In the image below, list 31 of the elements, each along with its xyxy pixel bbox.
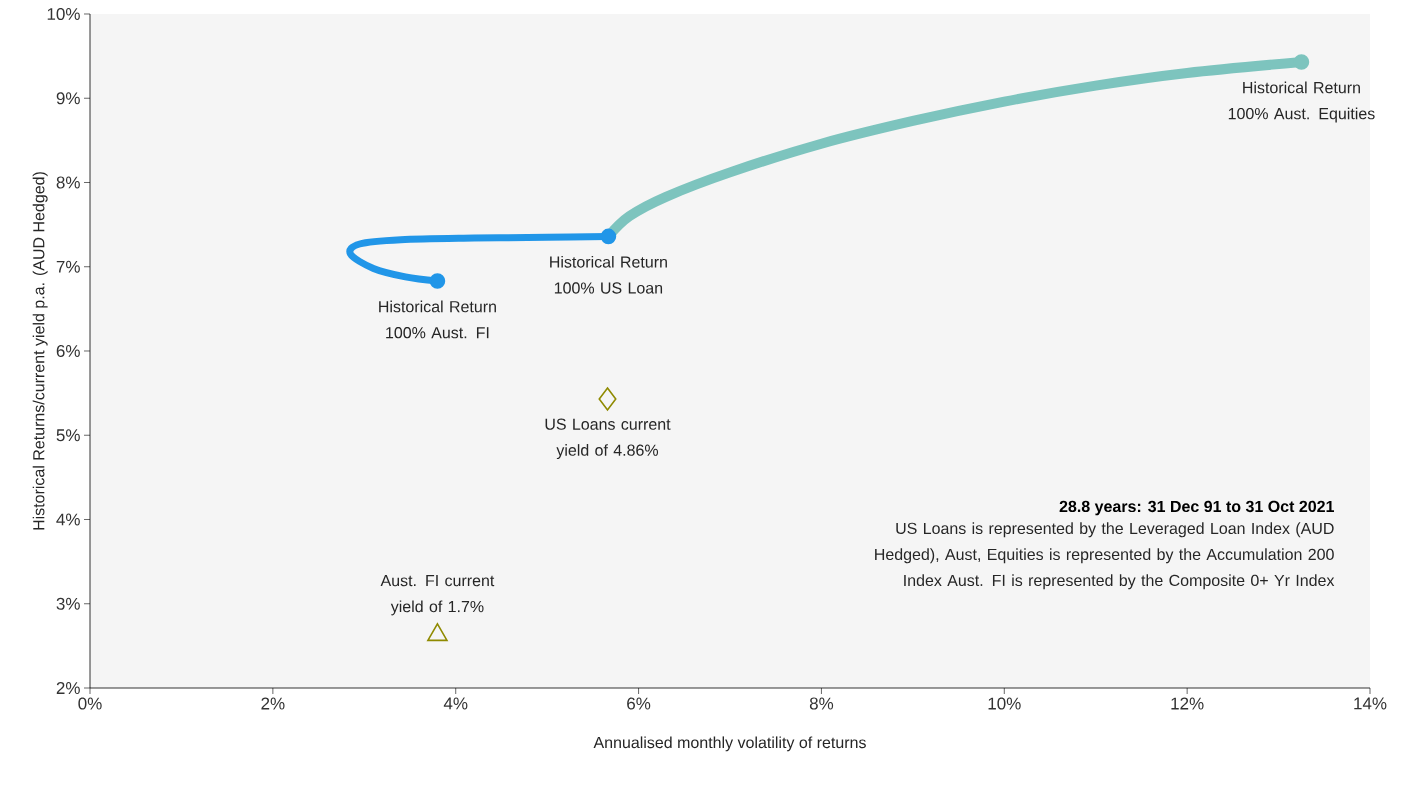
x-tick-label: 6% <box>627 697 651 710</box>
x-tick-label: 2% <box>261 697 285 710</box>
x-tick-label: 12% <box>1171 697 1204 710</box>
annotation: Aust. FI current yield of 1.7% <box>380 575 495 616</box>
y-tick-label: 4% <box>56 513 80 526</box>
y-tick-label: 5% <box>56 429 80 442</box>
x-axis-title: Annualised monthly volatility of returns <box>593 736 866 752</box>
annotation: Historical Return 100% Aust. Equities <box>1228 81 1375 123</box>
x-tick-label: 10% <box>988 697 1021 710</box>
point <box>600 228 617 245</box>
point <box>427 623 448 642</box>
y-tick-label: 7% <box>56 260 80 273</box>
x-tick-label: 8% <box>809 697 834 710</box>
annotation: Historical Return 100% Aust. FI <box>379 300 496 339</box>
y-tick-label: 2% <box>56 682 80 694</box>
annotation: 28.8 years: 31 Dec 91 to 31 Oct 2021 <box>1059 500 1334 516</box>
annotation: Historical Return 100% US Loan <box>550 255 667 294</box>
y-axis-title: Historical Returns/current yield p.a. (AUD Hedged) <box>32 172 48 530</box>
x-tick-label: 4% <box>443 697 468 710</box>
point <box>1293 54 1310 70</box>
annotation: US Loans current yield of 4.86% <box>545 418 671 460</box>
y-tick-label: 8% <box>56 176 80 189</box>
x-tick-label: 0% <box>78 697 102 710</box>
point <box>598 387 617 411</box>
point <box>429 273 446 289</box>
y-tick-label: 3% <box>56 597 80 610</box>
y-tick-label: 6% <box>56 344 80 358</box>
y-tick-label: 9% <box>56 92 80 105</box>
x-tick-label: 14% <box>1354 697 1387 710</box>
y-tick-label: 10% <box>47 7 80 21</box>
annotation: US Loans is represented by the Leveraged Loan Index (AUD Hedged), Aust, Equities is represented by the Accumulation 200 Index Aust. FI is represented by the Composite 0+ Yr Index <box>875 522 1335 590</box>
